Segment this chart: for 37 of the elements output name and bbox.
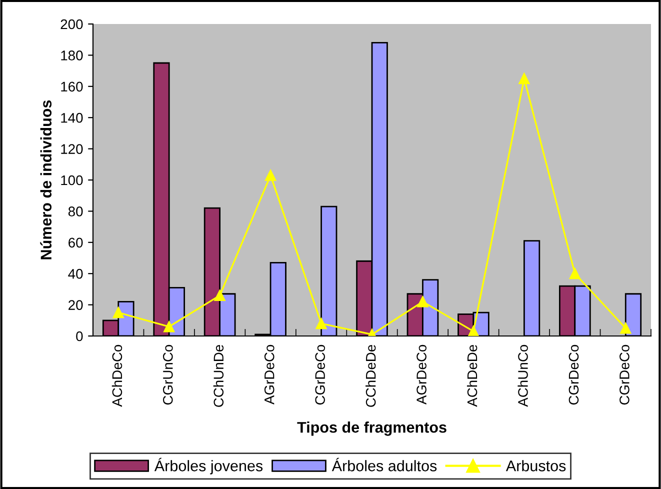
point — [112, 307, 124, 318]
y-tick-label: 100 — [61, 175, 83, 186]
x-tick-label: CChDeDe — [366, 344, 376, 407]
legend-label: Árboles jovenes — [154, 458, 263, 474]
y-tick-label: 80 — [68, 206, 83, 216]
y-tick-label: 0 — [76, 331, 83, 342]
legend-label: Árboles adultos — [332, 458, 437, 472]
point — [164, 321, 175, 332]
point — [417, 296, 428, 308]
x-tick-label: AChDeCo — [112, 344, 122, 407]
point — [518, 73, 530, 84]
x-tick-label: AChDeDe — [466, 344, 478, 407]
point — [620, 322, 632, 334]
point — [468, 326, 480, 336]
y-tick-label: 140 — [61, 112, 83, 123]
y-tick-label: 40 — [68, 268, 83, 279]
x-tick-label: CGrDeCo — [620, 344, 630, 405]
x-tick-label: AChUnCo — [518, 344, 528, 407]
x-tick-label: AGrDeCo — [416, 344, 426, 405]
point — [214, 290, 226, 301]
x-tick-label: CGrUnCo — [162, 344, 173, 405]
x-tick-label: CGrDeCo — [568, 344, 579, 405]
x-tick-label: CGrDeCo — [315, 344, 325, 405]
y-tick-label: 60 — [68, 238, 83, 248]
y-tick-label: 120 — [61, 144, 83, 154]
y-tick-label: 200 — [60, 19, 83, 30]
y-tick-label: 180 — [61, 50, 83, 60]
y-tick-label: 160 — [61, 82, 83, 92]
y-tick-label: 20 — [68, 300, 83, 310]
x-axis-title: Tipos de fragmentos — [297, 422, 446, 436]
legend-label: Arbustos — [506, 460, 566, 472]
point — [316, 318, 327, 330]
y-axis-title: Número de individuos — [40, 100, 52, 260]
point — [569, 268, 580, 280]
point — [264, 170, 276, 181]
x-tick-label: AGrDeCo — [264, 344, 274, 405]
x-tick-label: CChUnDe — [213, 344, 224, 407]
